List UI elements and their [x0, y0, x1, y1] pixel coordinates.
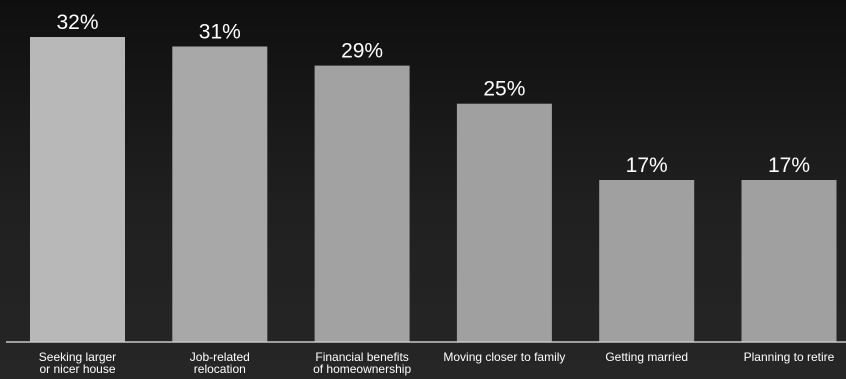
bar-5	[599, 180, 695, 342]
value-label-6: 17%	[768, 154, 810, 177]
bar-2	[172, 46, 268, 342]
bar-4	[456, 103, 552, 342]
category-label-line: or nicer house	[39, 362, 115, 376]
bar-1	[30, 37, 125, 342]
value-label-3: 29%	[341, 40, 383, 63]
category-label-6: Planning to retire	[744, 350, 835, 364]
value-label-5: 17%	[626, 154, 668, 177]
value-labels-group: 32% 31% 29% 25% 17% 17%	[56, 11, 810, 177]
category-label-line: of homeownership	[313, 362, 411, 376]
category-labels-group: Seeking larger or nicer house Job-related r…	[39, 350, 835, 376]
category-label-line: Seeking larger	[39, 350, 116, 364]
category-label-line: Financial benefits	[315, 350, 408, 364]
value-label-1: 32%	[56, 11, 98, 34]
bars-group	[30, 37, 837, 342]
category-label-line: Getting married	[605, 350, 688, 364]
category-label-2: Job-related relocation	[190, 350, 250, 376]
category-label-4: Moving closer to family	[443, 350, 565, 364]
category-label-5: Getting married	[605, 350, 688, 364]
category-label-1: Seeking larger or nicer house	[39, 350, 116, 376]
category-label-line: Planning to retire	[744, 350, 835, 364]
category-label-line: Moving closer to family	[443, 350, 565, 364]
category-label-line: relocation	[194, 362, 246, 376]
category-label-line: Job-related	[190, 350, 250, 364]
bar-3	[314, 65, 410, 342]
value-label-4: 25%	[483, 78, 525, 101]
bar-6	[741, 180, 837, 342]
category-label-3: Financial benefits of homeownership	[313, 350, 411, 376]
value-label-2: 31%	[199, 21, 241, 44]
